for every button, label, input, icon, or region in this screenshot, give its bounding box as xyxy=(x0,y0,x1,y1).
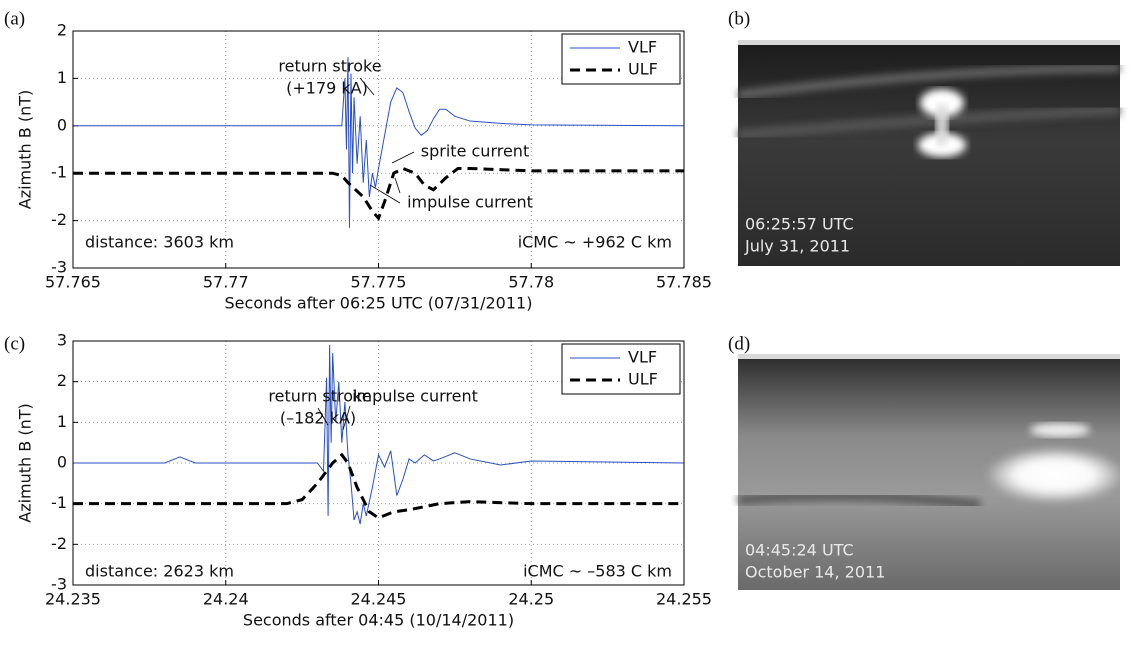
y-axis-label: Azimuth B (nT) xyxy=(16,90,35,209)
leader-line xyxy=(359,77,375,96)
photo-caption: 06:25:57 UTC xyxy=(745,215,854,234)
annotation: iCMC ~ –583 C km xyxy=(523,562,672,581)
y-tick-label: 3 xyxy=(57,331,67,350)
plot-frame xyxy=(72,340,685,586)
leader-line xyxy=(342,405,351,431)
photo xyxy=(737,40,1121,266)
legend-label: ULF xyxy=(628,370,658,389)
y-axis-label: Azimuth B (nT) xyxy=(16,403,35,522)
x-tick-label: 24.24 xyxy=(203,590,249,609)
annotation: iCMC ~ +962 C km xyxy=(518,233,672,252)
y-tick-label: 1 xyxy=(57,68,67,87)
plot-frame xyxy=(72,30,685,269)
legend xyxy=(561,343,681,395)
annotation: distance: 2623 km xyxy=(85,562,234,581)
leader-line xyxy=(394,177,401,194)
annotation: sprite current xyxy=(421,142,529,161)
panel-label: (a) xyxy=(4,8,25,29)
annotation: (+179 kA) xyxy=(286,79,368,98)
photo-caption: July 31, 2011 xyxy=(744,237,850,256)
x-tick-label: 57.765 xyxy=(45,273,101,292)
x-tick-label: 24.25 xyxy=(508,590,554,609)
series-line xyxy=(73,452,684,520)
series-line xyxy=(73,345,685,525)
x-tick-label: 24.255 xyxy=(656,590,712,609)
leader-line xyxy=(369,184,401,204)
y-tick-label: 2 xyxy=(57,21,67,40)
x-tick-label: 24.235 xyxy=(45,590,101,609)
panel-label: (c) xyxy=(4,333,25,354)
x-tick-label: 57.785 xyxy=(656,273,712,292)
series-line xyxy=(73,57,685,228)
x-axis-label: Seconds after 06:25 UTC (07/31/2011) xyxy=(225,294,533,313)
series-line xyxy=(73,166,684,222)
legend-label: VLF xyxy=(628,38,657,57)
y-tick-label: 1 xyxy=(57,412,67,431)
y-tick-label: -3 xyxy=(51,575,67,594)
y-tick-label: -1 xyxy=(51,493,67,512)
y-tick-label: -2 xyxy=(51,210,67,229)
panel-label: (b) xyxy=(728,8,750,29)
annotation: return stroke xyxy=(278,57,381,76)
x-tick-label: 57.775 xyxy=(351,273,407,292)
leader-line xyxy=(317,407,329,426)
y-tick-label: 0 xyxy=(57,115,67,134)
x-tick-label: 24.245 xyxy=(351,590,407,609)
x-tick-label: 57.78 xyxy=(508,273,554,292)
legend xyxy=(561,33,681,85)
legend-label: VLF xyxy=(628,348,657,367)
leader-line xyxy=(391,151,415,164)
photo-caption: October 14, 2011 xyxy=(745,563,885,582)
x-tick-label: 57.77 xyxy=(203,273,249,292)
annotation: impulse current xyxy=(407,193,533,212)
y-tick-label: -3 xyxy=(51,258,67,277)
y-tick-label: -1 xyxy=(51,163,67,182)
y-tick-label: 2 xyxy=(57,371,67,390)
annotation: return stroke xyxy=(268,387,371,406)
x-axis-label: Seconds after 04:45 (10/14/2011) xyxy=(243,611,514,630)
annotation: impulse current xyxy=(352,387,478,406)
annotation: distance: 3603 km xyxy=(85,233,234,252)
panel-label: (d) xyxy=(728,333,750,354)
photo-caption: 04:45:24 UTC xyxy=(745,541,854,560)
annotation: (–182 kA) xyxy=(280,409,356,428)
legend-label: ULF xyxy=(628,60,658,79)
photo xyxy=(737,354,1125,590)
y-tick-label: 0 xyxy=(57,453,67,472)
y-tick-label: -2 xyxy=(51,534,67,553)
